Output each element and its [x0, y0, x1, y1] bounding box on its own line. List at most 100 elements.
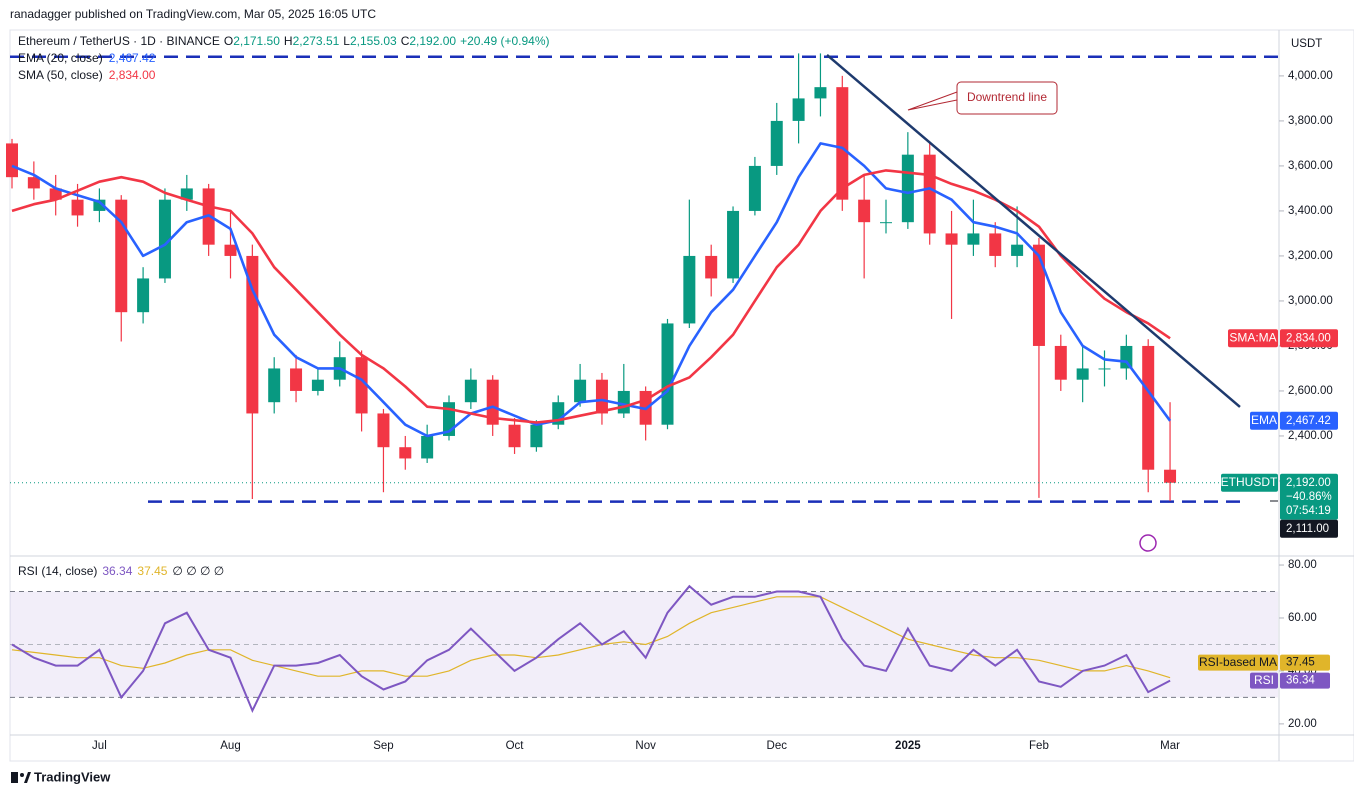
countdown: 07:54:19 [1286, 505, 1331, 517]
ohlc-value: 2,155.03 [350, 34, 397, 48]
y-tick-label: 80.00 [1288, 559, 1317, 571]
ohlc-letter: O [224, 34, 233, 48]
candle-body [683, 255, 696, 324]
rsi-tag-box [1198, 654, 1278, 671]
x-tick-label: Dec [767, 740, 788, 752]
rsi-value-label: 37.45 [1286, 657, 1315, 669]
candle-body [858, 199, 871, 223]
annotation-text: Downtrend line [967, 90, 1047, 104]
annotation-arrow [907, 91, 958, 111]
ohlc-value: 2,273.51 [293, 34, 340, 48]
x-tick-label: Mar [1160, 740, 1180, 752]
candle-body [224, 244, 237, 256]
frame [9, 29, 1354, 762]
candle-body [945, 233, 958, 245]
candle-body [727, 210, 740, 279]
candle-body [27, 177, 40, 189]
candle-body [158, 199, 171, 279]
candle-body [989, 233, 1002, 256]
x-tick-label: Aug [220, 740, 240, 752]
candle-body [464, 379, 477, 403]
candle-body [6, 143, 18, 178]
candle-body [377, 413, 390, 448]
candle-body [705, 255, 718, 279]
ma-price-label: 2,834.00 [1286, 332, 1331, 344]
tv-logo [11, 772, 31, 783]
candle-body [880, 222, 892, 224]
publish-note: ranadagger published on TradingView.com,… [10, 7, 376, 21]
rsi-tag: RSI-based MA [1199, 655, 1277, 669]
y-tick-label: 3,600.00 [1288, 160, 1333, 172]
legend-value: 2,467.42 [109, 51, 156, 65]
legend-name: EMA (20, close) [18, 51, 103, 65]
candle-body [1076, 368, 1089, 380]
last-price-box [1280, 473, 1338, 520]
candle-body [923, 154, 936, 234]
legend-value: 2,834.00 [109, 68, 156, 82]
ohlc-letter: L [343, 34, 350, 48]
ma-price-box [1280, 411, 1338, 430]
ma-tag: EMA [1251, 413, 1277, 427]
candle-body [1142, 345, 1155, 470]
ohlc-value: 2,192.00 [409, 34, 456, 48]
candle-body [355, 357, 368, 414]
rsi-title: RSI (14, close) [18, 564, 97, 578]
candle-body [268, 368, 281, 403]
symbol-title: Ethereum / TetherUS · 1D · BINANCE [18, 34, 220, 48]
candle-body [595, 379, 608, 414]
rsi-value-label: 36.34 [1286, 675, 1315, 687]
ohlc-letter: H [284, 34, 293, 48]
candle-body [49, 188, 62, 200]
candle-body [421, 435, 434, 459]
x-tick-label: Jul [92, 740, 107, 752]
candle-body [311, 379, 324, 391]
ma-price-box [1280, 329, 1338, 348]
candle-body [901, 154, 914, 223]
candle-body [1032, 244, 1045, 346]
candle-body [290, 368, 303, 391]
rsi-legend-value: 37.45 [137, 564, 167, 578]
candle-body [770, 120, 783, 166]
candle-body [617, 390, 630, 414]
symbol-tag: ETHUSDT [1221, 475, 1278, 489]
y-tick-label: 60.00 [1288, 612, 1317, 624]
last-price-change: −40.86% [1286, 491, 1332, 503]
candle-body [814, 87, 827, 99]
rsi-tag-box [1250, 672, 1278, 689]
y-tick-label: 2,600.00 [1288, 385, 1333, 397]
logo-part [24, 772, 31, 783]
ohlc-letter: C [401, 34, 410, 48]
ma-tag-box [1250, 411, 1278, 430]
candle-body [1054, 345, 1067, 380]
symbol-tag-box [1221, 473, 1278, 492]
candle-body [486, 379, 499, 425]
rsi-legend: RSI (14, close) 36.34 37.45 ∅ ∅ ∅ ∅ [18, 564, 224, 578]
y-tick-label: 3,800.00 [1288, 115, 1333, 127]
ohlc-value: 2,171.50 [233, 34, 280, 48]
x-tick-label: Oct [506, 740, 525, 752]
low-marker-box [1280, 519, 1338, 538]
candle-body [1120, 345, 1133, 369]
annotation-box [956, 81, 1058, 115]
trendline [826, 54, 1241, 408]
logo-part [11, 772, 18, 783]
ma-line [11, 169, 1171, 424]
footer-brand: TradingView [34, 769, 111, 784]
candle-body [836, 87, 849, 200]
candle-body [180, 188, 193, 200]
candle-body [748, 165, 761, 211]
low-marker-label: 2,111.00 [1286, 523, 1329, 535]
rsi-legend-extra: ∅ ∅ ∅ ∅ [172, 564, 224, 578]
candle-body [574, 379, 587, 403]
candle-body [967, 233, 980, 245]
rsi-line [11, 596, 1171, 679]
y-tick-label: 3,200.00 [1288, 250, 1333, 262]
x-tick-label: Sep [373, 740, 393, 752]
legend-line: SMA (50, close) 2,834.00 [18, 68, 156, 82]
candle-body [1164, 469, 1177, 483]
candle-body [137, 278, 150, 313]
legend-name: SMA (50, close) [18, 68, 103, 82]
last-price-label: 2,192.00 [1286, 477, 1331, 489]
candle-body [508, 424, 521, 448]
